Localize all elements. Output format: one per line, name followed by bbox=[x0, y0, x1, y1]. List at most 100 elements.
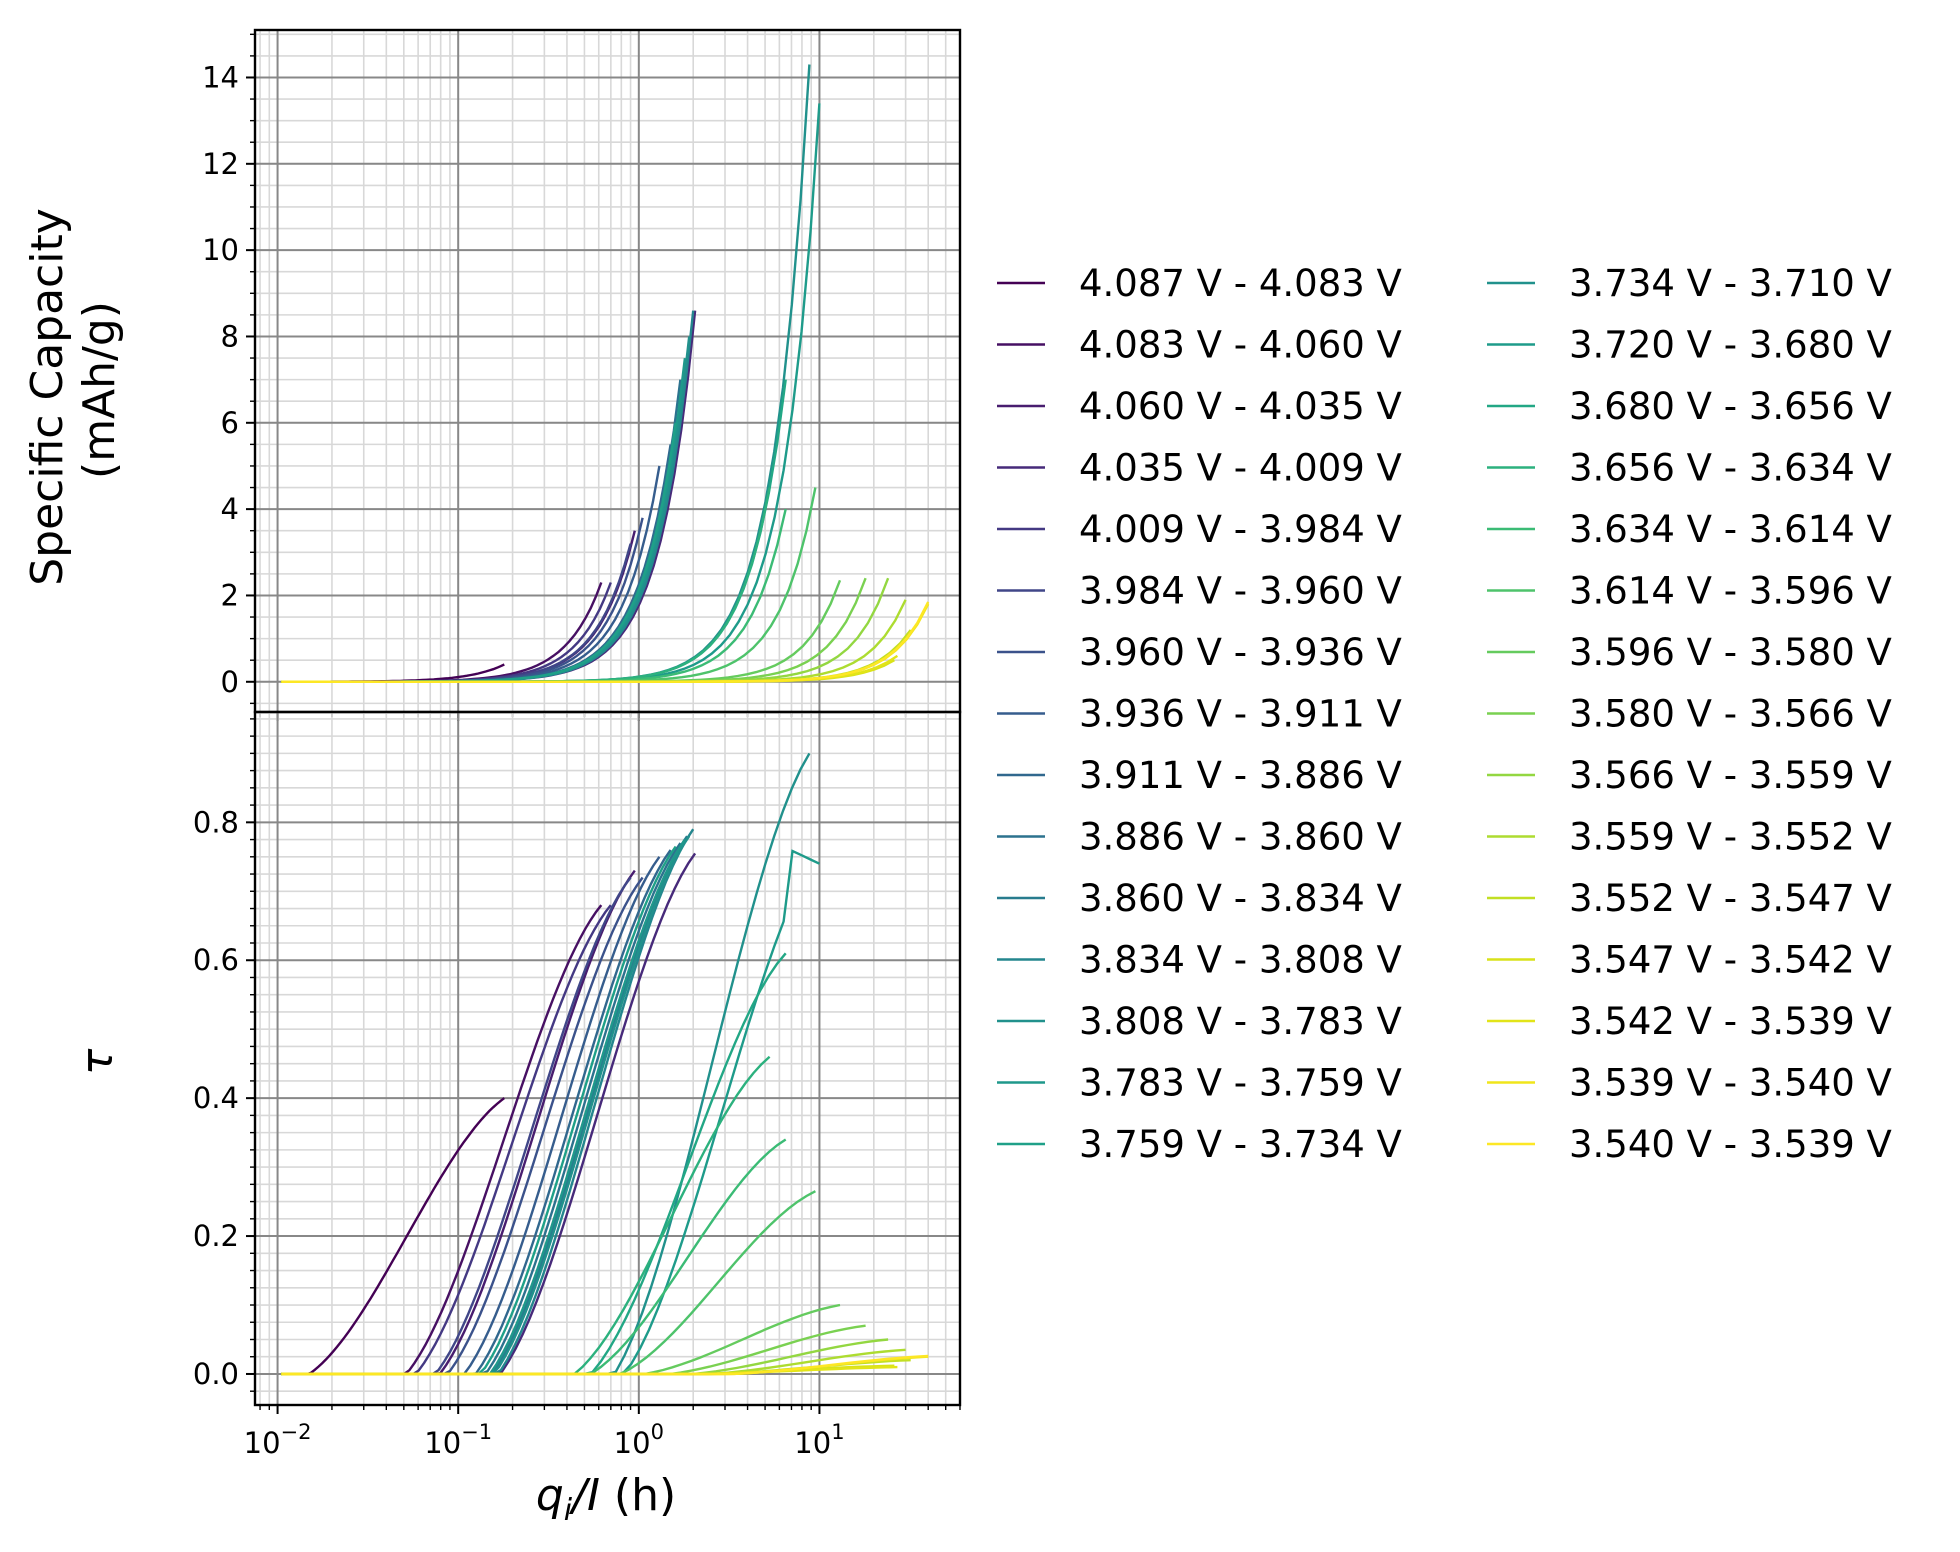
legend-label: 3.634 V - 3.614 V bbox=[1569, 508, 1892, 551]
legend-item: 3.614 V - 3.596 V bbox=[1487, 570, 1892, 613]
cap-series-line bbox=[281, 601, 930, 683]
legend-item: 3.960 V - 3.936 V bbox=[997, 631, 1402, 674]
tau-y-tick-label: 0.2 bbox=[193, 1219, 239, 1253]
legend-label: 3.936 V - 3.911 V bbox=[1079, 693, 1402, 736]
legend-label: 3.808 V - 3.783 V bbox=[1079, 1000, 1402, 1043]
x-axis-label: qi/I (h) bbox=[536, 1470, 676, 1528]
tau-frame bbox=[253, 710, 962, 1407]
legend-item: 3.734 V - 3.710 V bbox=[1487, 262, 1892, 305]
legend-label: 3.656 V - 3.634 V bbox=[1569, 447, 1892, 490]
legend-label: 4.087 V - 4.083 V bbox=[1079, 262, 1402, 305]
capacity-y-tick-label: 12 bbox=[202, 147, 239, 181]
capacity-y-tick-label: 6 bbox=[221, 406, 239, 440]
legend-item: 3.783 V - 3.759 V bbox=[997, 1062, 1402, 1105]
legend-label: 3.860 V - 3.834 V bbox=[1079, 877, 1402, 920]
capacity-y-tick-label: 0 bbox=[221, 665, 239, 699]
capacity-y-label: Specific Capacity (mAh/g) bbox=[22, 194, 125, 586]
capacity-y-tick-label: 10 bbox=[202, 233, 239, 267]
legend-item: 3.808 V - 3.783 V bbox=[997, 1000, 1402, 1043]
x-tick-label: 101 bbox=[794, 1420, 844, 1460]
tau-panel: 0.0 0.2 0.4 0.6 0.8 10−2 10−1 100 101 bbox=[193, 710, 962, 1460]
capacity-y-tick-label: 8 bbox=[221, 319, 239, 353]
legend-label: 3.783 V - 3.759 V bbox=[1079, 1062, 1402, 1105]
legend-item: 3.911 V - 3.886 V bbox=[997, 754, 1402, 797]
cap-series-line bbox=[281, 64, 811, 683]
legend-item: 4.083 V - 4.060 V bbox=[997, 324, 1402, 367]
legend-label: 3.834 V - 3.808 V bbox=[1079, 939, 1402, 982]
legend-item: 3.539 V - 3.540 V bbox=[1487, 1062, 1892, 1105]
capacity-y-tick-label: 14 bbox=[202, 60, 239, 94]
legend-item: 4.087 V - 4.083 V bbox=[997, 262, 1402, 305]
legend-label: 3.680 V - 3.656 V bbox=[1569, 385, 1892, 428]
legend-item: 3.720 V - 3.680 V bbox=[1487, 324, 1892, 367]
legend-label: 3.580 V - 3.566 V bbox=[1569, 693, 1892, 736]
cap-series-line bbox=[281, 310, 695, 683]
tau-y-tick-label: 0.6 bbox=[193, 943, 239, 977]
legend-item: 3.559 V - 3.552 V bbox=[1487, 816, 1892, 859]
legend-label: 3.552 V - 3.547 V bbox=[1569, 877, 1892, 920]
capacity-y-tick-label: 2 bbox=[221, 578, 239, 612]
legend-item: 3.680 V - 3.656 V bbox=[1487, 385, 1892, 428]
legend-item: 4.060 V - 4.035 V bbox=[997, 385, 1402, 428]
legend-item: 3.596 V - 3.580 V bbox=[1487, 631, 1892, 674]
legend-item: 3.547 V - 3.542 V bbox=[1487, 939, 1892, 982]
tau-curves bbox=[281, 752, 929, 1376]
legend-label: 4.035 V - 4.009 V bbox=[1079, 447, 1402, 490]
legend-label: 3.734 V - 3.710 V bbox=[1569, 262, 1892, 305]
capacity-y-tick-label: 4 bbox=[221, 492, 239, 526]
legend-label: 4.083 V - 4.060 V bbox=[1079, 324, 1402, 367]
legend: 4.087 V - 4.083 V 4.083 V - 4.060 V 4.060 … bbox=[997, 262, 1892, 1166]
legend-item: 4.009 V - 3.984 V bbox=[997, 508, 1402, 551]
tau-series-line bbox=[281, 835, 689, 1376]
legend-label: 3.886 V - 3.860 V bbox=[1079, 816, 1402, 859]
legend-label: 4.009 V - 3.984 V bbox=[1079, 508, 1402, 551]
legend-label: 4.060 V - 4.035 V bbox=[1079, 385, 1402, 428]
cap-series-line bbox=[281, 487, 817, 683]
legend-label: 3.720 V - 3.680 V bbox=[1569, 324, 1892, 367]
x-tick-label: 100 bbox=[614, 1420, 664, 1460]
legend-item: 3.580 V - 3.566 V bbox=[1487, 693, 1892, 736]
cap-series-line bbox=[281, 357, 689, 683]
cap-series-line bbox=[281, 487, 771, 683]
legend-label: 3.540 V - 3.539 V bbox=[1569, 1123, 1892, 1166]
capacity-panel: 0 2 4 6 8 10 12 14 bbox=[202, 28, 962, 721]
legend-label: 3.596 V - 3.580 V bbox=[1569, 631, 1892, 674]
tau-y-tick-label: 0.8 bbox=[193, 805, 239, 839]
tau-y-tick-label: 0.4 bbox=[193, 1081, 239, 1115]
legend-item: 4.035 V - 4.009 V bbox=[997, 447, 1402, 490]
capacity-grid bbox=[255, 30, 961, 712]
legend-item: 3.656 V - 3.634 V bbox=[1487, 447, 1892, 490]
legend-label: 3.547 V - 3.542 V bbox=[1569, 939, 1892, 982]
legend-item: 3.886 V - 3.860 V bbox=[997, 816, 1402, 859]
legend-label: 3.539 V - 3.540 V bbox=[1569, 1062, 1892, 1105]
legend-item: 3.552 V - 3.547 V bbox=[1487, 877, 1892, 920]
cap-series-line bbox=[281, 543, 632, 683]
legend-item: 3.542 V - 3.539 V bbox=[1487, 1000, 1892, 1043]
legend-item: 3.540 V - 3.539 V bbox=[1487, 1123, 1892, 1166]
legend-label: 3.542 V - 3.539 V bbox=[1569, 1000, 1892, 1043]
legend-label: 3.566 V - 3.559 V bbox=[1569, 754, 1892, 797]
tau-y-label: τ bbox=[72, 1048, 123, 1075]
x-tick-label: 10−2 bbox=[244, 1420, 312, 1460]
legend-label: 3.759 V - 3.734 V bbox=[1079, 1123, 1402, 1166]
legend-item: 3.759 V - 3.734 V bbox=[997, 1123, 1402, 1166]
legend-item: 3.936 V - 3.911 V bbox=[997, 693, 1402, 736]
legend-label: 3.559 V - 3.552 V bbox=[1569, 816, 1892, 859]
tau-y-tick-label: 0.0 bbox=[193, 1357, 239, 1391]
legend-label: 3.614 V - 3.596 V bbox=[1569, 570, 1892, 613]
tau-series-line bbox=[281, 1097, 506, 1376]
tau-series-line bbox=[281, 838, 686, 1376]
legend-item: 3.634 V - 3.614 V bbox=[1487, 508, 1892, 551]
legend-item: 3.984 V - 3.960 V bbox=[997, 570, 1402, 613]
x-tick-label: 10−1 bbox=[424, 1420, 492, 1460]
cap-series-line bbox=[281, 357, 687, 683]
legend-item: 3.566 V - 3.559 V bbox=[1487, 754, 1892, 797]
cap-series-line bbox=[281, 310, 697, 683]
legend-label: 3.960 V - 3.936 V bbox=[1079, 631, 1402, 674]
cap-curves bbox=[281, 64, 930, 683]
tau-series-line bbox=[281, 1354, 929, 1376]
legend-item: 3.860 V - 3.834 V bbox=[997, 877, 1402, 920]
legend-label: 3.984 V - 3.960 V bbox=[1079, 570, 1402, 613]
legend-item: 3.834 V - 3.808 V bbox=[997, 939, 1402, 982]
